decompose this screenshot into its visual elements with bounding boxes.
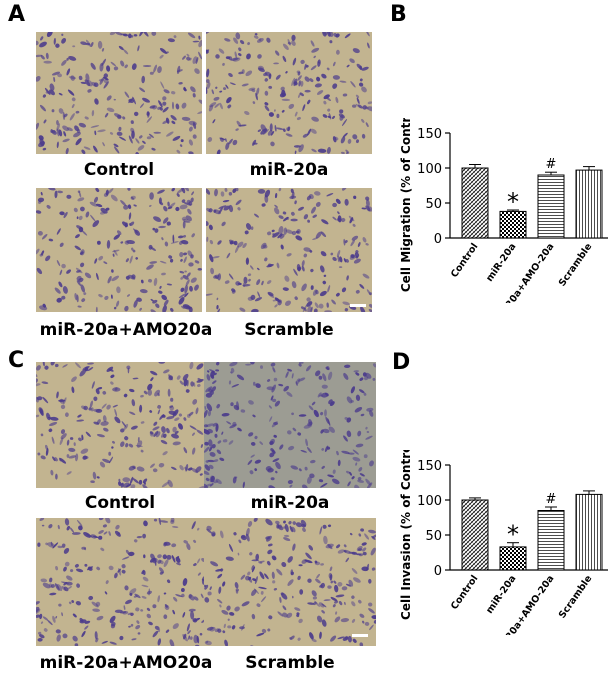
significance-mark: * xyxy=(507,521,519,549)
label-a-amo20a: miR-20a+AMO20a xyxy=(39,320,213,340)
micrograph-a-mir20a xyxy=(206,32,372,154)
y-tick-label: 150 xyxy=(417,127,442,142)
cell-texture xyxy=(206,32,372,154)
label-a-control: Control xyxy=(83,160,155,180)
panel-a-letter: A xyxy=(8,2,26,27)
y-tick-label: 150 xyxy=(417,459,442,474)
micrograph-c-control xyxy=(36,362,204,488)
cell-texture xyxy=(204,362,376,488)
cell-texture xyxy=(36,362,204,488)
y-tick-label: 50 xyxy=(425,197,442,212)
micrograph-c-scramble xyxy=(204,518,376,646)
scale-bar-a xyxy=(350,304,366,307)
y-axis-label: Cell Migration (% of Control) xyxy=(399,118,413,292)
x-tick-label: Control xyxy=(449,573,481,611)
bar-2 xyxy=(499,210,527,239)
bar-1 xyxy=(461,499,489,571)
micrograph-a-scramble xyxy=(206,188,372,312)
y-axis-label: Cell Invasion (% of Control) xyxy=(399,450,413,620)
bar-3 xyxy=(537,510,565,571)
cell-texture xyxy=(204,518,376,646)
cell-texture xyxy=(36,518,204,646)
bar-2 xyxy=(499,546,527,571)
label-c-amo20a: miR-20a+AMO20a xyxy=(39,653,213,673)
x-tick-label: Scramble xyxy=(557,241,595,288)
label-a-scramble: Scramble xyxy=(244,320,334,340)
micrograph-a-control xyxy=(36,32,202,154)
y-tick-label: 0 xyxy=(434,564,442,579)
label-c-mir20a: miR-20a xyxy=(250,493,330,513)
bar-1 xyxy=(461,167,489,239)
cell-texture xyxy=(36,188,202,312)
label-a-mir20a: miR-20a xyxy=(249,160,329,180)
micrograph-a-amo20a xyxy=(36,188,202,312)
chart-b: 0 50 100 150 Cell Migration (% of Control) Co… xyxy=(399,118,608,303)
bar-4 xyxy=(575,169,603,239)
x-tick-label: miR-20a xyxy=(484,241,518,283)
x-tick-label: Scramble xyxy=(557,573,595,620)
significance-mark: * xyxy=(507,188,519,216)
x-tick-label: Control xyxy=(449,241,481,279)
y-tick-label: 100 xyxy=(417,162,442,177)
cell-texture xyxy=(36,32,202,154)
bar-3 xyxy=(537,174,565,239)
panel-b-letter: B xyxy=(390,2,407,27)
panel-d-letter: D xyxy=(392,350,411,375)
micrograph-c-amo20a xyxy=(36,518,204,646)
significance-mark: # xyxy=(546,157,557,172)
significance-mark: # xyxy=(546,492,557,507)
y-tick-label: 0 xyxy=(434,232,442,247)
y-tick-label: 100 xyxy=(417,494,442,509)
bar-4 xyxy=(575,493,603,571)
micrograph-c-mir20a xyxy=(204,362,376,488)
x-tick-label: miR-20a xyxy=(484,573,518,615)
cell-texture xyxy=(206,188,372,312)
panel-c-letter: C xyxy=(8,348,25,373)
scale-bar-c xyxy=(352,634,368,637)
label-c-control: Control xyxy=(84,493,156,513)
chart-d: 0 50 100 150 Cell Invasion (% of Control) Con… xyxy=(399,450,608,635)
label-c-scramble: Scramble xyxy=(245,653,335,673)
y-tick-label: 50 xyxy=(425,529,442,544)
